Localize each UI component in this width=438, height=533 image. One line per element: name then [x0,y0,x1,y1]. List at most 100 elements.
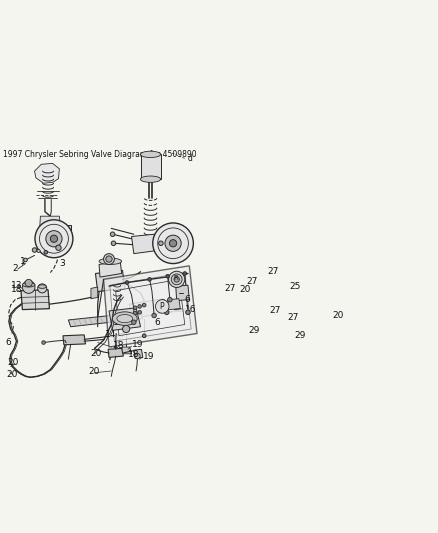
Text: 27: 27 [269,306,281,316]
Circle shape [106,256,112,262]
Text: 19: 19 [131,340,143,349]
Text: 1: 1 [20,257,25,266]
Text: 13: 13 [11,281,22,290]
Text: d: d [187,155,192,164]
Circle shape [24,258,27,262]
Circle shape [155,300,169,313]
Polygon shape [176,285,189,301]
Text: 27: 27 [224,284,236,293]
Circle shape [125,281,129,284]
Polygon shape [103,266,197,347]
Text: 2: 2 [12,264,18,272]
Circle shape [142,303,146,307]
Polygon shape [129,299,167,319]
Text: 20: 20 [6,369,18,378]
Ellipse shape [22,282,35,287]
Text: 27: 27 [267,267,278,276]
Circle shape [165,310,169,314]
Polygon shape [108,349,124,358]
Circle shape [135,353,140,359]
Text: 6: 6 [154,318,160,327]
Ellipse shape [140,176,161,182]
Text: 18: 18 [113,341,124,350]
Circle shape [138,311,141,314]
Text: P: P [159,302,164,311]
Circle shape [50,235,57,243]
Text: 16: 16 [185,305,196,314]
Circle shape [169,271,185,287]
Circle shape [148,278,152,281]
Circle shape [44,251,48,254]
Circle shape [165,235,181,252]
Circle shape [186,310,190,314]
Text: 29: 29 [248,326,259,335]
Text: 18: 18 [128,350,139,359]
Text: 19: 19 [143,352,154,360]
Text: 14: 14 [106,330,117,340]
Circle shape [131,320,136,325]
Text: 6: 6 [156,305,162,314]
Circle shape [46,231,62,247]
Circle shape [111,241,116,246]
Polygon shape [131,234,161,254]
Circle shape [168,297,172,302]
Text: 18: 18 [11,285,22,294]
Polygon shape [121,347,131,354]
Circle shape [38,284,47,293]
Circle shape [37,249,40,253]
Polygon shape [168,299,180,310]
Text: 6: 6 [5,338,11,347]
Text: 20: 20 [239,285,251,294]
Polygon shape [60,225,71,245]
Circle shape [25,279,32,287]
Ellipse shape [38,285,46,288]
Circle shape [138,305,141,308]
Polygon shape [91,287,98,299]
Polygon shape [95,270,125,292]
Text: 3: 3 [60,259,65,268]
Circle shape [174,277,180,282]
Text: 20: 20 [90,349,102,358]
Circle shape [171,274,182,285]
Circle shape [170,240,177,247]
Circle shape [110,232,115,237]
Bar [141,155,161,179]
Text: 6: 6 [185,295,191,304]
Text: 1997 Chrysler Sebring Valve Diagram for 4509890: 1997 Chrysler Sebring Valve Diagram for … [3,150,196,159]
Circle shape [152,313,156,318]
Text: 20: 20 [88,367,100,376]
Circle shape [183,272,187,276]
Polygon shape [35,164,60,183]
Circle shape [159,241,163,246]
Polygon shape [99,261,122,277]
Circle shape [133,311,137,315]
Ellipse shape [113,312,137,325]
Circle shape [35,220,73,257]
Polygon shape [134,349,143,358]
Ellipse shape [99,258,122,264]
Polygon shape [162,234,177,254]
Circle shape [161,300,166,304]
Circle shape [166,274,170,278]
Polygon shape [109,308,141,330]
Polygon shape [68,312,143,327]
Text: R: R [173,276,178,281]
Polygon shape [21,290,49,310]
Text: 29: 29 [294,332,305,340]
Circle shape [133,306,137,310]
Circle shape [123,325,130,333]
Polygon shape [63,335,85,345]
Text: 27: 27 [247,277,258,286]
Text: 20: 20 [332,311,344,320]
Circle shape [22,281,35,293]
Polygon shape [39,216,62,239]
Circle shape [42,341,46,344]
Text: 13: 13 [113,318,124,327]
Circle shape [32,248,37,252]
Polygon shape [110,272,191,341]
Ellipse shape [140,151,161,158]
Circle shape [153,223,193,263]
Text: 20: 20 [7,358,19,367]
Text: 27: 27 [287,313,299,322]
Circle shape [103,254,114,264]
